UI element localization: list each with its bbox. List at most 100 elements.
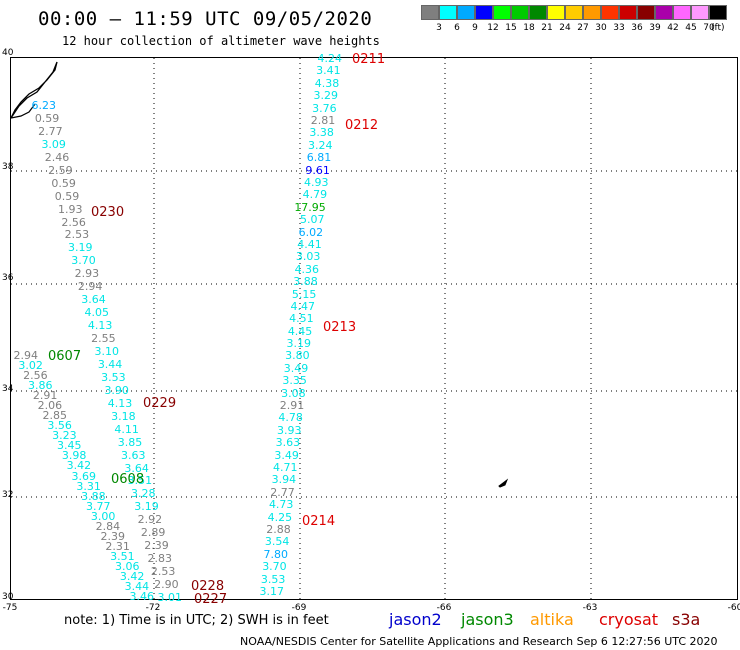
wave-height-label: 3.70 bbox=[71, 254, 96, 268]
pass-time-label: 0608 bbox=[111, 472, 145, 487]
wave-height-label: 3.80 bbox=[285, 349, 310, 363]
wave-height-label: 3.63 bbox=[121, 448, 146, 462]
legend-label: 45 bbox=[685, 23, 697, 33]
wave-height-label: 3.51 bbox=[127, 474, 153, 488]
wave-height-label: 6.81 bbox=[306, 151, 332, 165]
wave-height-label: 4.93 bbox=[304, 175, 329, 189]
legend-label: 36 bbox=[631, 23, 643, 33]
wave-height-label: 3.53 bbox=[260, 572, 286, 586]
wave-height-label: 3.41 bbox=[316, 64, 341, 78]
lon-tick-label: -75 bbox=[2, 603, 18, 613]
credit-line: NOAA/NESDIS Center for Satellite Applica… bbox=[240, 635, 718, 648]
wave-height-label: 4.79 bbox=[302, 188, 328, 202]
coastline-cape bbox=[11, 103, 36, 119]
legend-swatch bbox=[709, 5, 727, 20]
legend-swatch bbox=[529, 5, 547, 20]
wave-height-label: 3.49 bbox=[274, 448, 299, 462]
legend-label: 12 bbox=[487, 23, 499, 33]
satellite-label: cryosat bbox=[599, 610, 659, 629]
wave-height-label: 3.69 bbox=[71, 469, 97, 483]
wave-height-label: 1.93 bbox=[58, 202, 83, 216]
wave-height-label: 3.63 bbox=[275, 436, 301, 450]
legend-swatch bbox=[583, 5, 601, 20]
wave-height-label: 3.02 bbox=[18, 359, 43, 373]
pass-time-label: 0213 bbox=[323, 320, 357, 335]
wave-height-label: 0.59 bbox=[51, 176, 76, 190]
legend-label: 39 bbox=[649, 23, 661, 33]
legend-swatch bbox=[565, 5, 583, 20]
lat-tick-label: 34 bbox=[2, 384, 14, 394]
legend-swatch bbox=[691, 5, 709, 20]
wave-height-label: 4.73 bbox=[268, 498, 294, 512]
wave-height-label: 4.13 bbox=[107, 396, 133, 410]
legend-label: 24 bbox=[559, 23, 571, 33]
wave-height-label: 3.17 bbox=[259, 585, 285, 598]
wave-height-label: 3.19 bbox=[134, 500, 159, 514]
wave-height-label: 3.49 bbox=[283, 361, 309, 375]
wave-height-label: 2.90 bbox=[154, 578, 179, 592]
lon-tick-label: -60 bbox=[727, 603, 740, 613]
lon-tick-label: -72 bbox=[145, 603, 161, 613]
wave-height-label: 2.39 bbox=[144, 539, 169, 553]
wave-height-label: 3.76 bbox=[312, 101, 337, 115]
pass-time-label: 0607 bbox=[48, 349, 82, 364]
wave-height-label: 4.36 bbox=[294, 262, 320, 276]
wave-height-label: 5.15 bbox=[291, 287, 317, 301]
lat-tick-label: 38 bbox=[2, 162, 14, 172]
pass-time-label: 0229 bbox=[143, 396, 177, 411]
wave-height-label: 3.53 bbox=[101, 370, 126, 384]
wave-height-label: 2.46 bbox=[44, 150, 70, 164]
pass-time-label: 0211 bbox=[352, 52, 386, 67]
wave-height-label: 3.08 bbox=[281, 386, 306, 400]
lon-tick-label: -69 bbox=[291, 603, 307, 613]
wave-height-label: 3.44 bbox=[124, 579, 150, 593]
wave-height-label: 2.31 bbox=[105, 539, 130, 553]
wave-height-label: 2.39 bbox=[100, 529, 126, 543]
wave-height-label: 6.02 bbox=[298, 225, 324, 239]
wave-height-label: 3.31 bbox=[76, 479, 101, 493]
wave-height-label: 2.77 bbox=[270, 485, 295, 499]
legend-swatch bbox=[457, 5, 475, 20]
wave-height-label: 3.01 bbox=[157, 591, 183, 604]
legend-label: 3 bbox=[436, 23, 442, 33]
pass-time-label: 0227 bbox=[194, 592, 228, 607]
wave-height-label: 2.91 bbox=[279, 399, 305, 413]
map-canvas bbox=[11, 58, 737, 599]
legend-swatch bbox=[637, 5, 655, 20]
legend-label: 30 bbox=[595, 23, 607, 33]
island-bermuda bbox=[498, 478, 509, 488]
lat-tick-label: 36 bbox=[2, 273, 14, 283]
lat-tick-label: 30 bbox=[2, 592, 14, 602]
wave-height-label: 2.94 bbox=[77, 280, 103, 294]
wave-height-label: 3.46 bbox=[129, 590, 155, 603]
wave-height-label: 3.64 bbox=[81, 293, 106, 307]
wave-height-label: 3.56 bbox=[47, 419, 72, 433]
legend-swatch bbox=[475, 5, 493, 20]
wave-height-label: 2.53 bbox=[64, 228, 90, 242]
satellite-label: jason3 bbox=[461, 610, 514, 629]
legend-swatch bbox=[547, 5, 565, 20]
wave-height-label: 3.42 bbox=[66, 459, 92, 473]
wave-height-label: 17.95 bbox=[294, 200, 326, 214]
coastline-long-island bbox=[11, 61, 58, 119]
wave-height-label: 3.93 bbox=[277, 423, 302, 437]
satellite-label: altika bbox=[530, 610, 574, 629]
legend-swatch bbox=[673, 5, 691, 20]
wave-height-label: 3.88 bbox=[81, 489, 106, 503]
wave-height-label: 3.85 bbox=[117, 435, 143, 449]
satellite-label: s3a bbox=[672, 610, 701, 629]
wave-height-label: 2.89 bbox=[140, 526, 166, 540]
wave-height-label: 3.44 bbox=[97, 357, 123, 371]
pass-time-label: 0214 bbox=[302, 514, 336, 529]
wave-height-label: 3.23 bbox=[52, 429, 77, 443]
wave-height-label: 3.86 bbox=[28, 379, 53, 393]
wave-height-label: 3.09 bbox=[41, 137, 66, 151]
legend-label: 15 bbox=[505, 23, 517, 33]
wave-height-label: 2.53 bbox=[150, 565, 176, 579]
wave-height-label: 3.19 bbox=[286, 337, 311, 351]
legend-unit: (ft) bbox=[711, 23, 725, 33]
wave-height-label: 2.59 bbox=[48, 163, 73, 177]
chart-title: 00:00 – 11:59 UTC 09/05/2020 bbox=[38, 8, 373, 30]
legend-swatch bbox=[655, 5, 673, 20]
wave-height-label: 2.81 bbox=[310, 113, 336, 127]
